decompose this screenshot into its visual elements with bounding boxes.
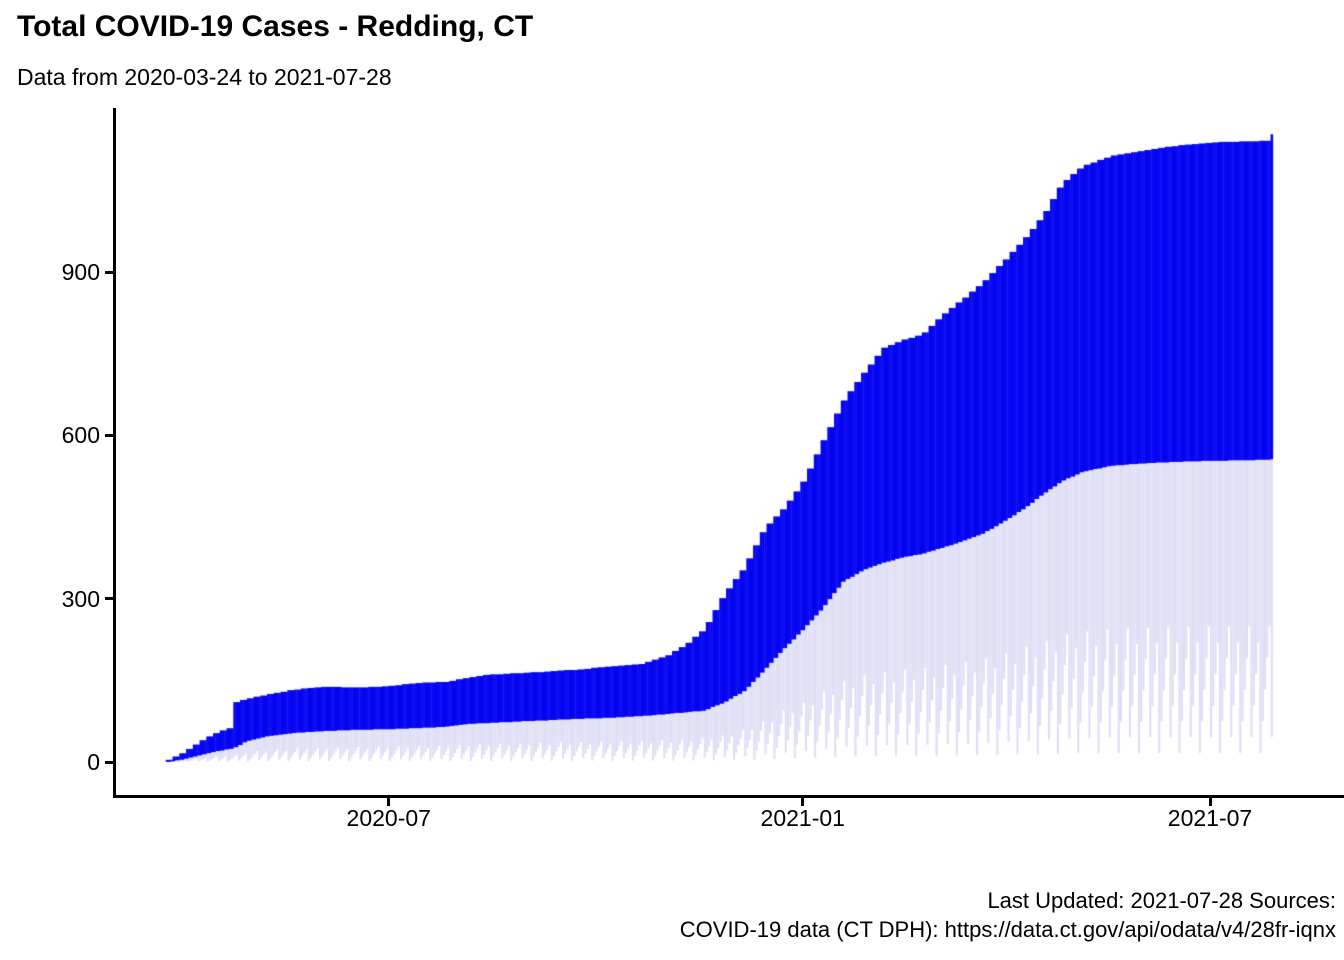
x-axis-line — [113, 795, 1344, 798]
y-tick-mark — [105, 760, 114, 764]
y-axis-line — [113, 108, 116, 797]
caption: Last Updated: 2021-07-28 Sources: COVID-… — [680, 886, 1336, 944]
y-tick-label: 300 — [61, 585, 100, 612]
y-tick-label: 600 — [61, 422, 100, 449]
y-tick-mark — [105, 433, 114, 437]
x-tick-mark — [801, 797, 805, 806]
caption-line-1: Last Updated: 2021-07-28 Sources: — [987, 888, 1336, 913]
x-tick-label: 2021-07 — [1167, 805, 1253, 831]
x-tick-mark — [387, 797, 391, 806]
chart-subtitle: Data from 2020-03-24 to 2021-07-28 — [17, 64, 392, 90]
x-tick-mark — [1208, 797, 1212, 806]
x-tick-label: 2021-01 — [760, 805, 845, 831]
y-tick-label: 0 — [87, 749, 100, 775]
y-tick-mark — [105, 270, 114, 274]
caption-line-2: COVID-19 data (CT DPH): https://data.ct.… — [679, 917, 1336, 942]
y-tick-mark — [105, 597, 114, 601]
y-tick-label: 900 — [61, 259, 100, 285]
chart-title: Total COVID-19 Cases - Redding, CT — [17, 10, 534, 43]
x-tick-label: 2020-07 — [346, 805, 431, 831]
